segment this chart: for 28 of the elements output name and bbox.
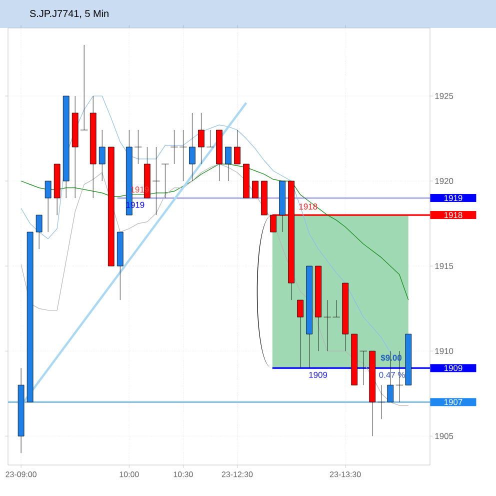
y-tick-label: 1925 xyxy=(435,93,454,99)
annotation: 1918 xyxy=(299,204,318,210)
ref-line-label: 1907 xyxy=(444,399,462,406)
candlestick xyxy=(44,180,52,232)
candlestick xyxy=(378,384,386,420)
candlestick xyxy=(134,130,142,164)
candlestick xyxy=(98,130,106,182)
candlestick xyxy=(252,180,258,198)
y-tick-label: 1910 xyxy=(435,348,454,354)
candlestick xyxy=(36,214,42,250)
y-tick-label: 1905 xyxy=(435,433,454,440)
candlestick xyxy=(360,350,368,386)
candlestick xyxy=(189,112,196,182)
candlestick xyxy=(206,130,214,148)
candlestick xyxy=(297,300,304,368)
candlestick xyxy=(80,44,88,130)
ref-line-label: 1909 xyxy=(444,365,462,372)
candlestick xyxy=(152,146,160,216)
candlestick xyxy=(198,112,204,164)
annotation: 1909 xyxy=(309,372,328,378)
ref-line-label: 1919 xyxy=(444,195,462,202)
candlestick xyxy=(234,130,240,164)
chart-title: S.JP.J7741, 5 Min xyxy=(30,10,108,18)
candlestick xyxy=(161,164,169,198)
ref-line-label: 1918 xyxy=(444,212,462,218)
y-tick-label: 1920 xyxy=(435,178,454,184)
candlestick xyxy=(225,146,232,182)
y-tick-label: 1915 xyxy=(435,263,454,270)
